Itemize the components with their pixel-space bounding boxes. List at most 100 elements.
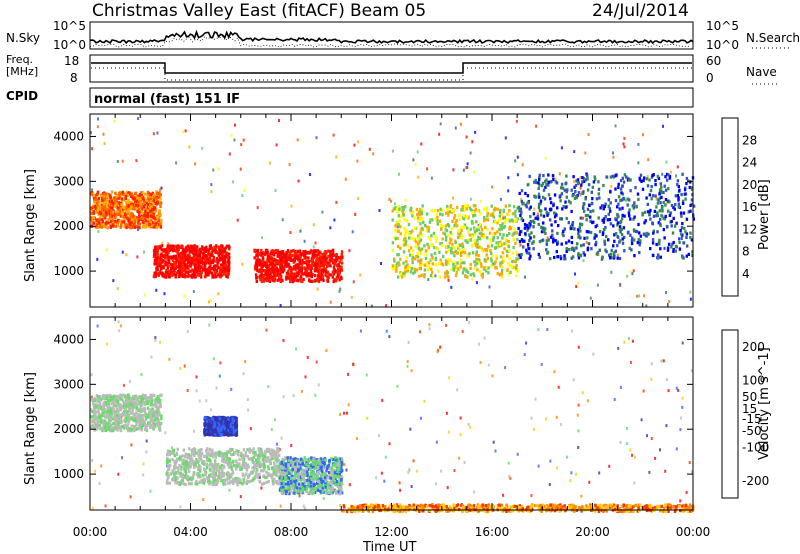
echo-cell xyxy=(489,213,493,217)
echo-cell xyxy=(136,218,139,222)
echo-cell xyxy=(144,415,148,420)
echo-cell xyxy=(515,266,518,270)
echo-cell xyxy=(327,273,330,277)
echo-cell xyxy=(125,200,128,204)
scatter-cell xyxy=(280,436,283,440)
echo-cell xyxy=(146,197,150,201)
echo-cell xyxy=(135,216,138,220)
echo-cell xyxy=(167,251,170,255)
echo-cell xyxy=(334,261,337,265)
scatter-cell xyxy=(507,189,510,193)
echo-cell xyxy=(105,225,108,229)
echo-cell xyxy=(113,213,117,217)
echo-cell xyxy=(142,407,145,411)
echo-cell xyxy=(226,463,230,467)
echo-cell xyxy=(292,278,295,282)
echo-cell xyxy=(107,212,110,216)
scatter-cell xyxy=(354,212,357,216)
scatter-cell xyxy=(584,151,587,155)
echo-cell xyxy=(128,400,131,404)
echo-cell xyxy=(623,249,626,253)
scatter-cell xyxy=(530,494,533,498)
echo-cell xyxy=(99,405,102,409)
scatter-cell xyxy=(655,197,658,201)
echo-cell xyxy=(125,203,129,207)
echo-cell xyxy=(188,249,191,253)
echo-cell xyxy=(577,256,581,260)
echo-cell xyxy=(444,238,448,242)
echo-cell xyxy=(227,272,230,276)
echo-cell xyxy=(102,406,105,410)
echo-cell xyxy=(119,214,123,218)
echo-cell xyxy=(101,220,104,224)
power-ylabel: Slant Range [km] xyxy=(23,169,38,282)
scatter-cell xyxy=(219,361,222,365)
echo-cell xyxy=(545,248,548,252)
echo-cell xyxy=(645,231,649,235)
echo-cell xyxy=(310,275,314,279)
echo-cell xyxy=(124,423,127,427)
echo-cell xyxy=(662,190,665,195)
echo-cell xyxy=(579,236,582,240)
echo-cell xyxy=(265,263,268,267)
echo-cell xyxy=(522,201,525,205)
echo-cell xyxy=(534,178,537,182)
echo-cell xyxy=(103,400,106,404)
echo-cell xyxy=(91,221,94,225)
scatter-cell xyxy=(106,342,109,346)
scatter-cell xyxy=(388,197,391,201)
echo-cell xyxy=(155,397,158,401)
scatter-cell xyxy=(473,490,476,494)
echo-cell xyxy=(431,243,434,247)
echo-cell xyxy=(538,183,541,187)
cpid-frame xyxy=(89,87,694,108)
echo-cell xyxy=(190,268,194,272)
echo-cell xyxy=(188,257,191,261)
echo-cell xyxy=(185,270,188,274)
echo-cell xyxy=(114,416,118,420)
echo-cell xyxy=(151,195,154,199)
echo-cell xyxy=(581,180,584,184)
scatter-cell xyxy=(471,277,474,281)
echo-cell xyxy=(297,270,301,274)
echo-cell xyxy=(445,244,448,248)
echo-cell xyxy=(510,218,514,222)
echo-cell xyxy=(144,424,147,428)
echo-cell xyxy=(506,233,509,238)
echo-cell xyxy=(225,274,228,278)
echo-cell xyxy=(402,272,405,276)
echo-cell xyxy=(466,254,469,258)
echo-cell xyxy=(532,225,535,229)
echo-cell xyxy=(532,219,535,223)
echo-cell xyxy=(565,174,568,178)
echo-cell xyxy=(609,256,612,260)
echo-cell xyxy=(140,397,143,401)
echo-cell xyxy=(464,274,467,279)
echo-cell xyxy=(549,208,552,212)
echo-cell xyxy=(396,236,399,241)
echo-cell xyxy=(158,260,162,264)
scatter-cell xyxy=(312,223,315,227)
echo-cell xyxy=(541,184,544,188)
echo-cell xyxy=(194,248,197,252)
echo-cell xyxy=(317,268,320,272)
echo-cell xyxy=(327,275,330,279)
echo-cell xyxy=(105,422,108,427)
echo-cell xyxy=(99,402,102,406)
echo-cell xyxy=(292,258,295,262)
echo-cell xyxy=(160,260,163,264)
echo-cell xyxy=(509,226,513,230)
scatter-cell xyxy=(154,338,157,342)
echo-cell xyxy=(411,253,414,257)
echo-cell xyxy=(113,416,116,420)
echo-cell xyxy=(140,408,143,412)
echo-cell xyxy=(137,401,141,405)
echo-cell xyxy=(128,406,131,410)
echo-cell xyxy=(215,244,218,248)
echo-cell xyxy=(186,257,190,262)
echo-cell xyxy=(124,408,127,412)
echo-cell xyxy=(155,226,158,230)
echo-cell xyxy=(198,257,201,261)
echo-cell xyxy=(395,223,398,227)
echo-cell xyxy=(95,394,99,398)
